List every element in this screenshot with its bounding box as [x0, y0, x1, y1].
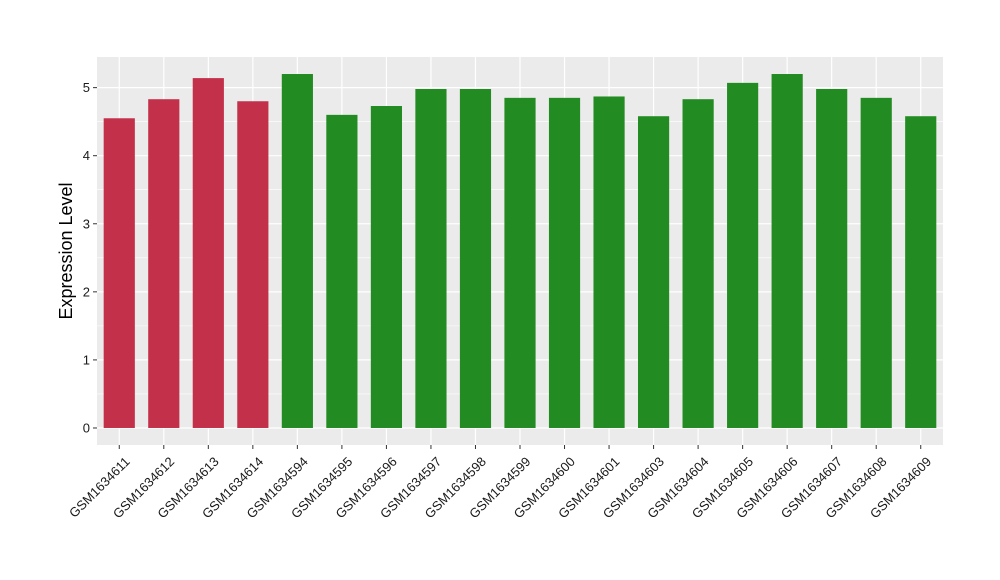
y-tick-label: 2 — [83, 284, 90, 299]
bar-GSM1634612 — [148, 99, 180, 428]
bar-GSM1634613 — [192, 78, 224, 428]
bars — [103, 74, 937, 428]
bar-GSM1634595 — [326, 114, 358, 428]
bar-GSM1634608 — [860, 97, 892, 428]
bar-GSM1634609 — [905, 116, 937, 428]
y-tick-label: 4 — [83, 148, 90, 163]
bar-GSM1634614 — [237, 101, 269, 428]
bar-GSM1634607 — [816, 88, 848, 428]
y-axis: 0 1 2 3 4 5 — [83, 80, 97, 435]
y-tick-label: 3 — [83, 216, 90, 231]
y-tick-label: 0 — [83, 420, 90, 435]
bar-GSM1634598 — [459, 88, 492, 428]
bar-GSM1634601 — [593, 96, 625, 428]
bar-GSM1634600 — [548, 97, 581, 428]
y-tick-label: 5 — [83, 80, 90, 95]
y-tick-label: 1 — [83, 352, 90, 367]
bar-GSM1634594 — [281, 74, 313, 428]
bar-GSM1634597 — [415, 88, 447, 428]
bar-GSM1634596 — [370, 106, 403, 428]
y-axis-title: Expression Level — [56, 182, 76, 319]
x-axis: GSM1634611GSM1634612GSM1634613GSM1634614… — [66, 445, 934, 521]
bar-GSM1634611 — [103, 118, 135, 428]
bar-GSM1634603 — [637, 116, 670, 428]
bar-GSM1634606 — [771, 74, 803, 428]
bar-GSM1634604 — [682, 99, 714, 428]
bar-GSM1634605 — [727, 82, 759, 428]
bar-GSM1634599 — [504, 97, 536, 428]
